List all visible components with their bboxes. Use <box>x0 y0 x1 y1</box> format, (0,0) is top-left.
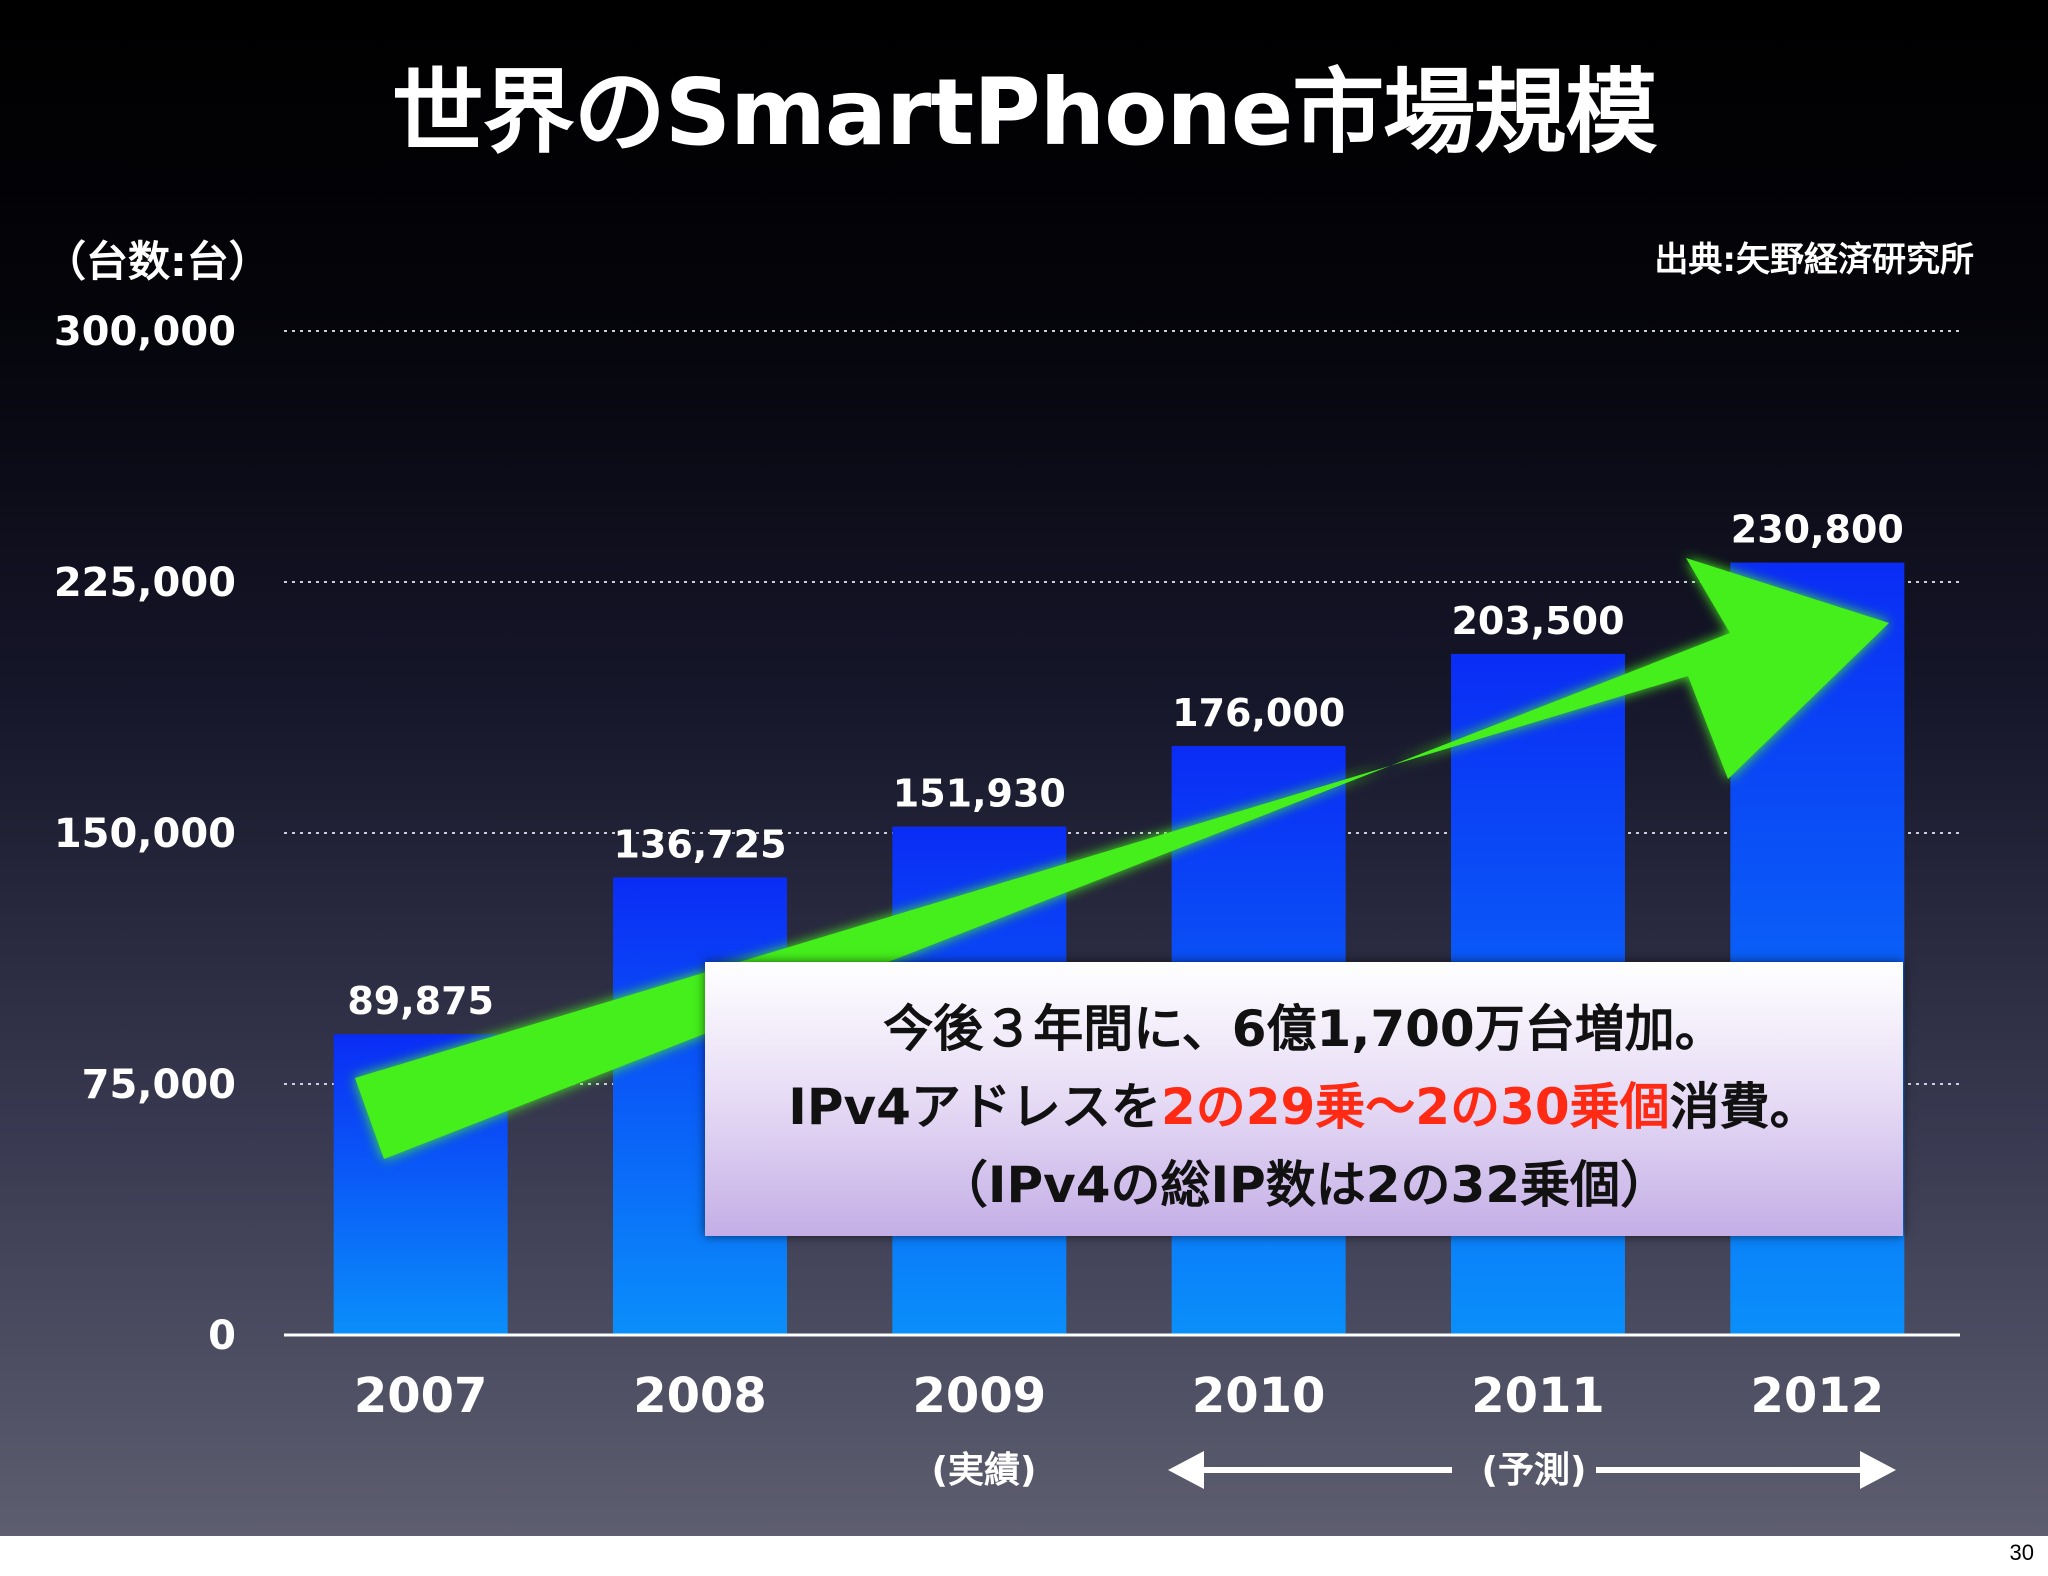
y-tick-label: 300,000 <box>54 309 236 355</box>
x-tick-label: 2007 <box>354 1368 488 1424</box>
annotation-actual: (実績) <box>932 1450 1037 1491</box>
x-axis-ticks: 2007 2008 2009 2010 2011 2012 <box>354 1368 1884 1424</box>
bar-value-label: 136,725 <box>613 822 786 866</box>
source-label: 出典:矢野経済研究所 <box>1654 240 1974 280</box>
x-tick-label: 2010 <box>1192 1368 1326 1424</box>
callout-box: 今後３年間に、6億1,700万台増加。 IPv4アドレスを2の29乗〜2の30乗… <box>705 962 1903 1236</box>
bar-value-label: 176,000 <box>1172 691 1345 735</box>
callout-line-3: （IPv4の総IP数は2の32乗個） <box>937 1156 1671 1214</box>
arrow-left-icon <box>1168 1451 1204 1489</box>
page-title: 世界のSmartPhone市場規模 <box>391 59 1658 166</box>
bar-value-label: 203,500 <box>1451 599 1624 643</box>
slide: 世界のSmartPhone市場規模 （台数:台） 出典:矢野経済研究所 0 75,… <box>0 0 2048 1536</box>
annotation-forecast: (予測) <box>1168 1450 1896 1491</box>
y-tick-label: 75,000 <box>82 1062 236 1108</box>
bar-value-label: 151,930 <box>893 772 1066 816</box>
y-tick-label: 150,000 <box>54 811 236 857</box>
bar-value-label: 89,875 <box>347 979 494 1023</box>
callout-line-2-pre: IPv4アドレスを <box>788 1078 1161 1136</box>
bar-value-label: 230,800 <box>1731 508 1904 552</box>
arrow-right-icon <box>1860 1451 1896 1489</box>
callout-line-2-highlight: 2の29乗〜2の30乗個 <box>1160 1078 1670 1136</box>
y-tick-label: 0 <box>208 1313 236 1359</box>
x-tick-label: 2012 <box>1751 1368 1885 1424</box>
callout-line-2: IPv4アドレスを2の29乗〜2の30乗個消費。 <box>705 1068 1903 1146</box>
x-tick-label: 2009 <box>913 1368 1047 1424</box>
annotation-forecast-label: (予測) <box>1482 1450 1587 1491</box>
y-axis-unit-label: （台数:台） <box>44 237 271 286</box>
y-axis-ticks: 0 75,000 150,000 225,000 300,000 <box>54 309 236 1359</box>
x-tick-label: 2008 <box>633 1368 767 1424</box>
callout-line-1: 今後３年間に、6億1,700万台増加。 <box>883 1000 1725 1058</box>
value-labels: 89,875 136,725 151,930 176,000 203,500 230,80… <box>347 508 1904 1024</box>
bar-chart: 0 75,000 150,000 225,000 300,000 89,875 136,7… <box>54 309 1960 1491</box>
x-tick-label: 2011 <box>1471 1368 1605 1424</box>
annotation-actual-label: (実績) <box>932 1450 1037 1491</box>
y-tick-label: 225,000 <box>54 560 236 606</box>
callout-line-2-post: 消費。 <box>1669 1078 1820 1136</box>
page-number: 30 <box>2009 1540 2034 1565</box>
